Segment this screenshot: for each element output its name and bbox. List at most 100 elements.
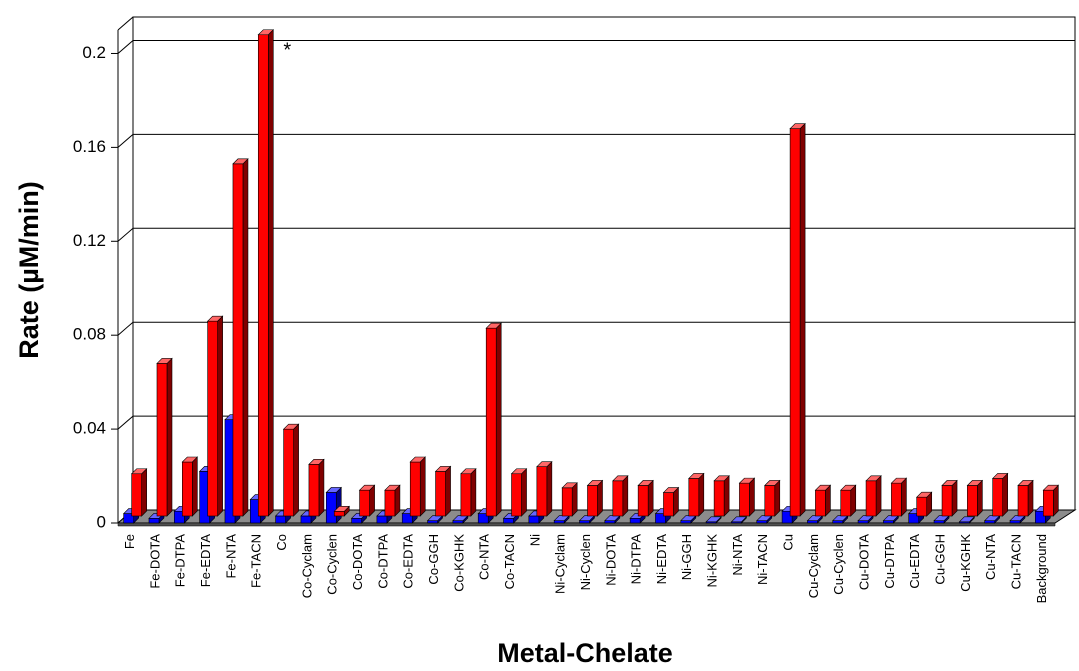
bar	[730, 516, 748, 524]
x-tick-label: Ni	[527, 534, 542, 546]
bar	[510, 468, 528, 517]
bar	[612, 475, 629, 517]
x-axis-title: Metal-Chelate	[497, 638, 673, 668]
bar-side	[875, 475, 882, 517]
bar-side	[419, 456, 426, 517]
bar	[1017, 479, 1034, 517]
bar-side	[495, 322, 502, 517]
bar-front	[283, 428, 294, 517]
left-wall-top	[117, 16, 134, 31]
bar-side	[546, 460, 553, 517]
bar	[840, 484, 857, 517]
bar	[325, 486, 342, 524]
bar	[958, 516, 976, 524]
bar-top	[358, 484, 376, 491]
bar-front	[232, 163, 244, 517]
bar-top	[814, 484, 832, 491]
bar	[764, 479, 781, 517]
bar-front	[325, 492, 337, 524]
bar-front	[807, 520, 818, 524]
x-tick-label: Co-EDTA	[401, 534, 416, 589]
bar	[991, 472, 1009, 517]
bar-top	[206, 315, 224, 322]
x-tick-label: Background	[1034, 534, 1049, 603]
bar	[409, 456, 426, 517]
x-tick-label: Co-GGH	[426, 534, 441, 585]
bar-front	[207, 320, 218, 517]
bar-front	[865, 480, 877, 517]
bar-top	[232, 158, 249, 165]
bar-front	[460, 473, 472, 517]
bar	[578, 514, 596, 524]
bar-side	[597, 479, 603, 517]
bar-front	[351, 518, 362, 524]
x-tick-label: Cu-DTPA	[882, 534, 897, 589]
x-tick-label: Co	[274, 534, 289, 551]
bar-front	[815, 489, 826, 517]
bar-top	[840, 484, 857, 491]
bar-side	[192, 456, 198, 517]
x-tick-label: Cu-DOTA	[857, 534, 872, 590]
x-tick-label: Co-TACN	[502, 534, 517, 589]
x-tick-label: Co-Cyclam	[299, 534, 314, 598]
bar-front	[1043, 489, 1054, 517]
bar-front	[832, 520, 844, 524]
bar-side	[293, 423, 299, 517]
bar	[485, 322, 502, 517]
bar-front	[840, 489, 852, 517]
bar-top	[730, 516, 748, 523]
bar-top	[156, 358, 173, 364]
bar-side	[951, 479, 958, 517]
bar-front	[384, 489, 396, 517]
x-tick-label: Ni-GGH	[679, 534, 694, 580]
y-tick-label: 0	[97, 512, 106, 531]
bar-top	[460, 468, 477, 475]
y-tick-label: 0.2	[82, 43, 106, 62]
grid-line	[117, 321, 134, 336]
bar	[232, 158, 249, 517]
x-tick-label: Co-NTA	[477, 534, 492, 580]
bar-front	[764, 485, 776, 517]
bar-front	[891, 482, 902, 517]
bar	[688, 472, 705, 517]
bar-top	[637, 480, 654, 486]
bar	[358, 484, 376, 517]
x-tick-label: Cu-Cyclam	[806, 534, 821, 598]
floor-edge	[117, 522, 1056, 527]
bar-top	[991, 473, 1009, 479]
bar-side	[723, 475, 730, 517]
bar-front	[739, 482, 750, 517]
x-tick-label: Cu	[781, 534, 796, 551]
bar-front	[604, 520, 616, 524]
x-tick-label: Ni-EDTA	[654, 534, 669, 585]
bar-front	[713, 480, 725, 517]
bar-top	[958, 516, 976, 523]
bar	[282, 423, 300, 517]
bar-top	[282, 423, 300, 430]
bar-side	[647, 479, 654, 517]
bar-front	[300, 515, 312, 524]
x-tick-label: Ni-DTPA	[629, 534, 644, 585]
bar	[586, 479, 604, 517]
bar	[206, 315, 224, 517]
bar	[806, 514, 824, 524]
bar-front	[637, 485, 649, 517]
bar-front	[1017, 485, 1029, 517]
x-tick-label: Ni-TACN	[755, 534, 770, 585]
x-tick-label: Ni-DOTA	[603, 534, 618, 586]
bar	[789, 122, 806, 517]
bar	[181, 456, 199, 517]
bar-front	[579, 520, 590, 524]
bar-top	[966, 480, 984, 486]
bar-front	[485, 327, 497, 517]
bar-top	[789, 123, 806, 129]
bar-front	[789, 128, 801, 517]
bar-front	[308, 464, 320, 517]
bar-top	[662, 487, 680, 493]
bar-side	[470, 468, 477, 517]
x-tick-label: Co-KGHK	[451, 534, 466, 592]
x-tick-label: Fe	[122, 534, 137, 549]
bar-side	[141, 468, 147, 517]
bar-front	[503, 518, 514, 524]
